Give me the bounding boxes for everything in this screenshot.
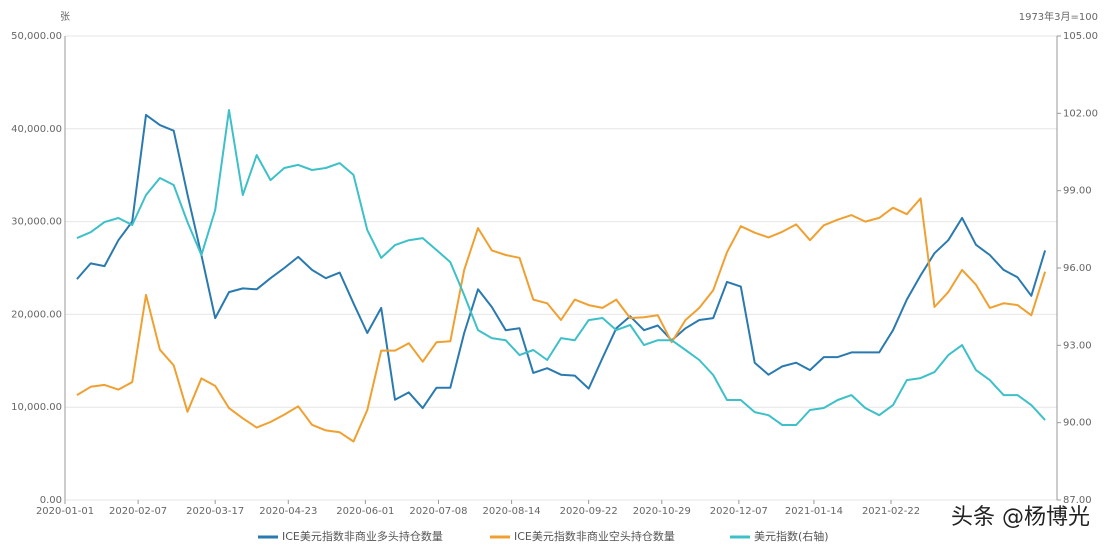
series-line <box>76 109 1046 426</box>
legend-label: ICE美元指数非商业空头持仓数量 <box>514 529 675 543</box>
x-tick-label: 2020-02-07 <box>109 506 167 517</box>
y2-tick-label: 102.00 <box>1063 108 1098 119</box>
y-tick-label: 20,000.00 <box>11 309 62 320</box>
y-tick-label: 30,000.00 <box>11 217 62 228</box>
x-tick-label: 2020-10-29 <box>633 506 691 517</box>
y2-tick-label: 93.00 <box>1063 340 1092 351</box>
series-line <box>76 113 1047 410</box>
x-tick-label: 2021-02-22 <box>862 506 920 517</box>
x-tick-label: 2020-06-01 <box>336 506 394 517</box>
watermark: 头条 @杨博光 <box>951 505 1090 530</box>
x-tick-label: 2020-08-14 <box>483 506 541 517</box>
y2-tick-label: 87.00 <box>1063 495 1092 506</box>
x-tick-label: 2020-01-01 <box>36 506 94 517</box>
x-tick-label: 2020-03-17 <box>186 506 244 517</box>
y-tick-label: 40,000.00 <box>11 124 62 135</box>
y-tick-label: 0.00 <box>40 495 62 506</box>
y2-unit-label: 1973年3月=100 <box>1019 10 1098 23</box>
y2-tick-label: 90.00 <box>1063 418 1092 429</box>
y2-tick-label: 96.00 <box>1063 263 1092 274</box>
x-tick-label: 2021-01-14 <box>785 506 843 517</box>
x-tick-label: 2020-04-23 <box>259 506 317 517</box>
y-unit-label: 张 <box>60 11 70 23</box>
x-tick-label: 2020-07-08 <box>409 506 467 517</box>
legend-label: 美元指数(右轴) <box>754 529 829 543</box>
y2-tick-label: 99.00 <box>1063 186 1092 197</box>
legend-label: ICE美元指数非商业多头持仓数量 <box>282 529 443 543</box>
y-tick-label: 10,000.00 <box>11 402 62 413</box>
y-tick-label: 50,000.00 <box>11 31 62 42</box>
y2-tick-label: 105.00 <box>1063 31 1098 42</box>
x-tick-label: 2020-09-22 <box>560 506 618 517</box>
x-tick-label: 2020-12-07 <box>710 506 768 517</box>
series-line <box>76 197 1047 443</box>
